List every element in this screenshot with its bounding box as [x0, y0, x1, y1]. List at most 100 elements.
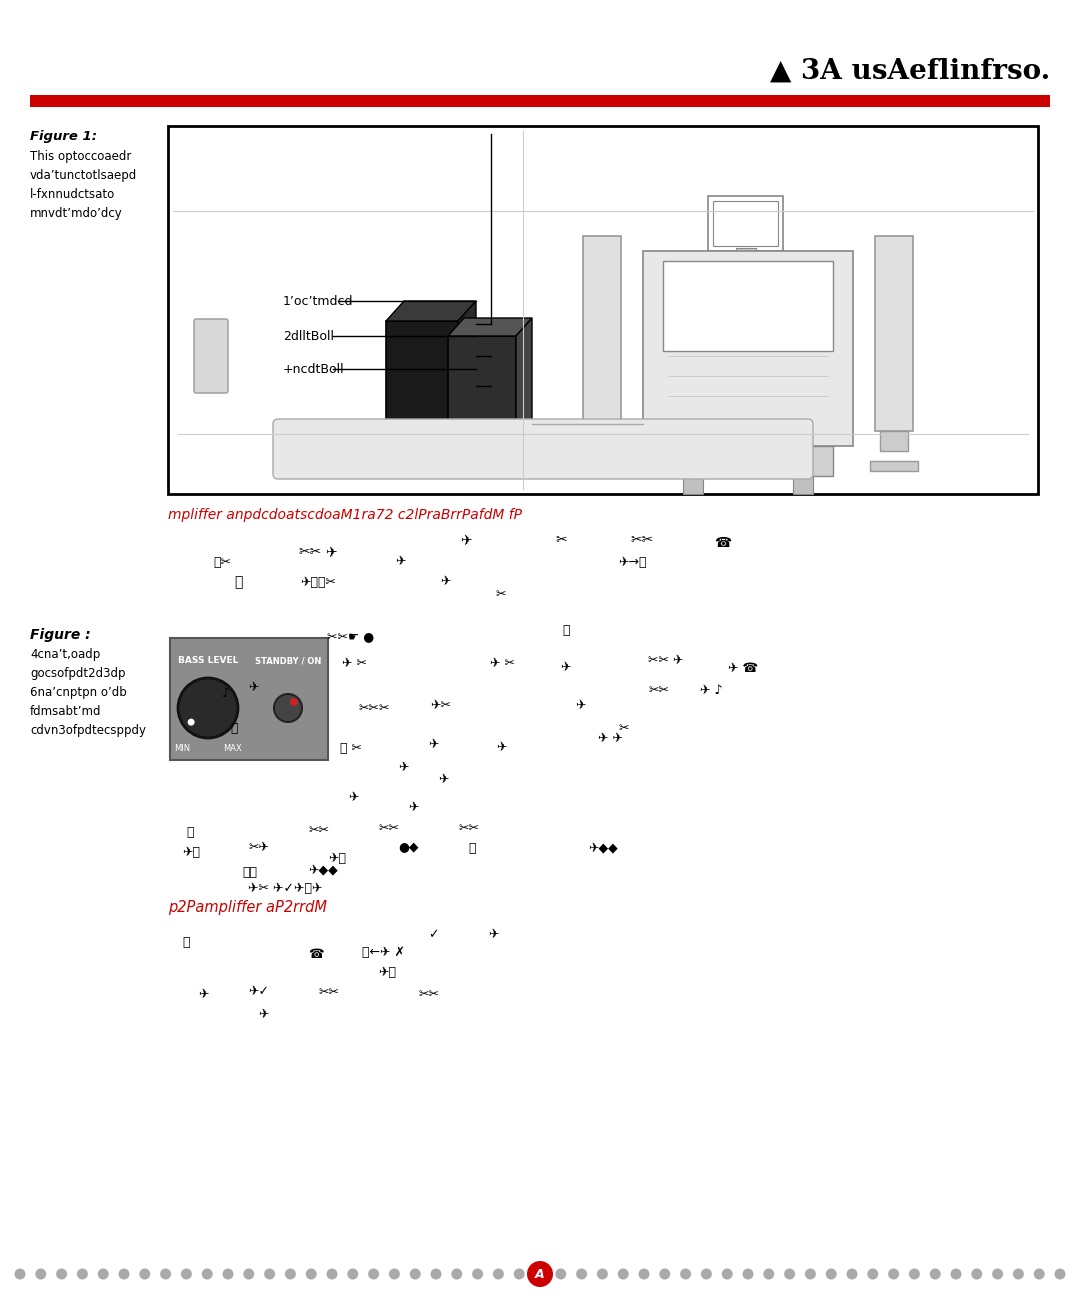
Circle shape — [826, 1269, 837, 1280]
Circle shape — [409, 1269, 421, 1280]
Text: ⒪✂: ⒪✂ — [213, 556, 231, 569]
Circle shape — [180, 1269, 192, 1280]
Text: ✈⒪: ✈⒪ — [378, 965, 396, 978]
Text: ✂✂: ✂✂ — [378, 822, 399, 835]
Polygon shape — [458, 302, 476, 476]
Circle shape — [909, 1269, 920, 1280]
Text: ✂: ✂ — [495, 587, 505, 600]
Text: ✂: ✂ — [555, 534, 567, 547]
Circle shape — [805, 1269, 815, 1280]
Text: ✈✓: ✈✓ — [248, 986, 269, 999]
Bar — [793, 476, 813, 494]
Circle shape — [721, 1269, 732, 1280]
Circle shape — [659, 1269, 671, 1280]
FancyBboxPatch shape — [273, 420, 813, 479]
Text: ✈: ✈ — [428, 738, 438, 751]
Text: ✂✂: ✂✂ — [308, 823, 329, 836]
Circle shape — [576, 1269, 588, 1280]
Circle shape — [222, 1269, 233, 1280]
Circle shape — [160, 1269, 171, 1280]
Circle shape — [274, 694, 302, 722]
Circle shape — [492, 1269, 504, 1280]
Circle shape — [178, 678, 238, 738]
Polygon shape — [448, 319, 532, 336]
Text: ✈ ✈: ✈ ✈ — [598, 732, 623, 745]
Polygon shape — [516, 319, 532, 476]
Text: ✂: ✂ — [618, 721, 629, 734]
Text: ⒪: ⒪ — [183, 936, 189, 948]
Text: ⒪ ✂: ⒪ ✂ — [340, 742, 362, 755]
Circle shape — [867, 1269, 878, 1280]
Circle shape — [188, 718, 194, 726]
Text: ✂✂: ✂✂ — [318, 986, 339, 999]
Circle shape — [139, 1269, 150, 1280]
Circle shape — [1054, 1269, 1066, 1280]
Bar — [168, 126, 1038, 494]
FancyBboxPatch shape — [194, 319, 228, 393]
Circle shape — [14, 1269, 26, 1280]
Bar — [663, 446, 833, 476]
Circle shape — [618, 1269, 629, 1280]
Text: 1’oc’tmdcd: 1’oc’tmdcd — [283, 295, 353, 308]
Circle shape — [243, 1269, 254, 1280]
Circle shape — [950, 1269, 961, 1280]
Text: ⒪: ⒪ — [562, 624, 569, 637]
Text: ✈→⒪: ✈→⒪ — [618, 556, 647, 569]
Circle shape — [680, 1269, 691, 1280]
Circle shape — [597, 1269, 608, 1280]
Text: ☎: ☎ — [308, 948, 324, 961]
Text: ✈ ☎: ✈ ☎ — [728, 662, 758, 674]
Circle shape — [306, 1269, 316, 1280]
Text: ▲ 3A usAeflinfrso.: ▲ 3A usAeflinfrso. — [770, 58, 1050, 85]
Text: ⒪⒪: ⒪⒪ — [242, 865, 257, 878]
Text: mpliffer anpdcdoatscdoaM1ra72 c2lPraBrrPafdM fP: mpliffer anpdcdoatscdoaM1ra72 c2lPraBrrP… — [168, 507, 522, 522]
Circle shape — [993, 1269, 1003, 1280]
Text: ✈: ✈ — [198, 988, 208, 1002]
Text: ✈: ✈ — [496, 742, 507, 755]
Text: ✈: ✈ — [488, 928, 499, 941]
Bar — [875, 236, 913, 431]
Bar — [683, 476, 703, 494]
Text: ⒪: ⒪ — [234, 576, 242, 589]
Circle shape — [431, 1269, 442, 1280]
Text: BASS LEVEL: BASS LEVEL — [178, 656, 239, 665]
Circle shape — [119, 1269, 130, 1280]
Text: ✂✂: ✂✂ — [418, 988, 438, 1002]
Text: A: A — [536, 1268, 544, 1281]
Text: ♪: ♪ — [222, 687, 230, 700]
Text: ✂✈: ✂✈ — [248, 842, 269, 855]
Bar — [643, 250, 853, 446]
Text: Figure 1:: Figure 1: — [30, 130, 97, 143]
Text: ✈: ✈ — [248, 682, 258, 695]
Circle shape — [638, 1269, 649, 1280]
Circle shape — [285, 1269, 296, 1280]
Text: ✈: ✈ — [258, 1008, 269, 1021]
Circle shape — [514, 1269, 525, 1280]
Circle shape — [202, 1269, 213, 1280]
Text: ✈◆◆: ✈◆◆ — [588, 842, 618, 855]
Bar — [578, 461, 626, 471]
Circle shape — [1013, 1269, 1024, 1280]
Text: This optoccoaedr
vda’tunctotlsaepd
l-fxnnudctsato
mnvdt’mdo’dcy: This optoccoaedr vda’tunctotlsaepd l-fxn… — [30, 149, 137, 220]
Text: 2dlltBoll: 2dlltBoll — [283, 329, 334, 342]
Bar — [386, 321, 458, 476]
Text: ✂✂: ✂✂ — [298, 545, 321, 558]
Text: ✈✂: ✈✂ — [430, 700, 451, 712]
Text: ✈: ✈ — [325, 545, 337, 558]
Text: ✈◆◆: ✈◆◆ — [308, 864, 338, 877]
Text: ✈ ✂: ✈ ✂ — [490, 657, 515, 670]
Circle shape — [348, 1269, 359, 1280]
Bar — [30, 94, 1050, 108]
Bar — [708, 197, 783, 250]
Circle shape — [555, 1269, 566, 1280]
Text: ✈⒪: ✈⒪ — [328, 852, 346, 864]
Text: 4cna’t,oadp
gocsofpdt2d3dp
6na’cnptpn o’db
fdmsabt’md
cdvn3ofpdtecsppdy: 4cna’t,oadp gocsofpdt2d3dp 6na’cnptpn o’… — [30, 648, 146, 737]
Text: ✈: ✈ — [460, 534, 472, 547]
Text: Figure :: Figure : — [30, 628, 91, 642]
Circle shape — [451, 1269, 462, 1280]
Text: ✈: ✈ — [348, 792, 359, 805]
Circle shape — [930, 1269, 941, 1280]
Text: ✈⒪⒪✂: ✈⒪⒪✂ — [300, 576, 336, 589]
Circle shape — [368, 1269, 379, 1280]
Circle shape — [36, 1269, 46, 1280]
